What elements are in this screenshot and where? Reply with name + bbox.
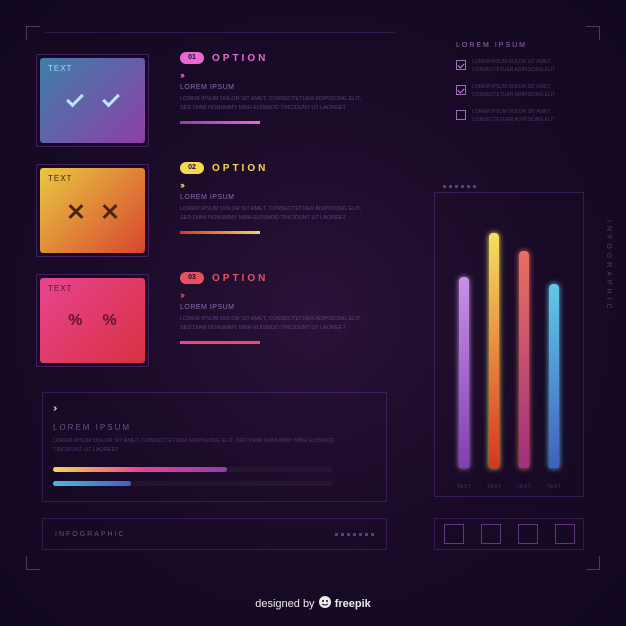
option-1: 01 OPTION ››› LOREM IPSUM LOREM IPSUM DOL… bbox=[180, 52, 390, 147]
option-title: OPTION bbox=[212, 53, 268, 64]
corner-tl bbox=[26, 26, 40, 40]
card-percent: TEXT %% bbox=[40, 278, 145, 363]
vbar-label: TEXT bbox=[517, 484, 532, 490]
hbar-track bbox=[53, 467, 333, 472]
deco-dots bbox=[335, 533, 374, 536]
option-bar bbox=[180, 231, 260, 234]
option-subtitle: LOREM IPSUM bbox=[180, 304, 390, 311]
chevron-right-icon: ››› bbox=[180, 290, 390, 300]
card-check: TEXT bbox=[40, 58, 145, 143]
option-body: LOREM IPSUM DOLOR SIT AMET, CONSECTETUER… bbox=[180, 315, 370, 333]
vbar bbox=[459, 277, 469, 468]
chevron-right-icon: ››› bbox=[180, 180, 390, 190]
checkbox-icon bbox=[456, 110, 466, 120]
option-number: 02 bbox=[180, 162, 204, 174]
vbar-label: TEXT bbox=[547, 484, 562, 490]
option-title: OPTION bbox=[212, 273, 268, 284]
chevron-right-icon: ››› bbox=[180, 70, 390, 80]
corner-tr bbox=[586, 26, 600, 40]
option-bar bbox=[180, 121, 260, 124]
legend-row: LOREM IPSUM DOLOR SIT AMET, CONSECTETUER… bbox=[456, 109, 586, 124]
corner-br bbox=[586, 556, 600, 570]
hpanel-body: LOREM IPSUM DOLOR SIT AMET, CONSECTETUER… bbox=[53, 437, 353, 455]
hbar-track bbox=[53, 481, 333, 486]
freepik-logo-icon bbox=[318, 595, 332, 609]
option-3: 03 OPTION ››› LOREM IPSUM LOREM IPSUM DOL… bbox=[180, 272, 390, 367]
hbar bbox=[53, 467, 227, 472]
legend-title: LOREM IPSUM bbox=[456, 42, 586, 49]
checkbox-icon bbox=[456, 85, 466, 95]
deco-line bbox=[45, 32, 395, 33]
x-icon bbox=[40, 168, 145, 253]
option-2: 02 OPTION ››› LOREM IPSUM LOREM IPSUM DOL… bbox=[180, 162, 390, 257]
percent-icon: %% bbox=[40, 278, 145, 363]
vbar bbox=[549, 284, 559, 468]
option-subtitle: LOREM IPSUM bbox=[180, 194, 390, 201]
card-x: TEXT bbox=[40, 168, 145, 253]
option-title: OPTION bbox=[212, 163, 268, 174]
vbar bbox=[519, 251, 529, 468]
option-number: 01 bbox=[180, 52, 204, 64]
check-icon bbox=[40, 58, 145, 143]
horizontal-panel: ›››› LOREM IPSUM LOREM IPSUM DOLOR SIT A… bbox=[42, 392, 387, 502]
deco-dots bbox=[443, 185, 476, 188]
hbar bbox=[53, 481, 131, 486]
option-number: 03 bbox=[180, 272, 204, 284]
footer-panel: INFOGRAPHIC bbox=[42, 518, 387, 550]
chevron-right-icon: ›››› bbox=[53, 403, 54, 414]
credit-line: designed by freepik bbox=[0, 593, 626, 610]
option-body: LOREM IPSUM DOLOR SIT AMET, CONSECTETUER… bbox=[180, 95, 370, 113]
corner-bl bbox=[26, 556, 40, 570]
vbar-label: TEXT bbox=[457, 484, 472, 490]
deco-square-panel bbox=[434, 518, 584, 550]
legend-row: LOREM IPSUM DOLOR SIT AMET, CONSECTETUER… bbox=[456, 59, 586, 74]
legend-row: LOREM IPSUM DOLOR SIT AMET, CONSECTETUER… bbox=[456, 84, 586, 99]
checkbox-icon bbox=[456, 60, 466, 70]
side-label-right: INFOGRAPHIC bbox=[605, 220, 612, 313]
option-body: LOREM IPSUM DOLOR SIT AMET, CONSECTETUER… bbox=[180, 205, 370, 223]
vbar-label: TEXT bbox=[487, 484, 502, 490]
option-subtitle: LOREM IPSUM bbox=[180, 84, 390, 91]
vbar bbox=[489, 233, 499, 468]
option-bar bbox=[180, 341, 260, 344]
hpanel-title: LOREM IPSUM bbox=[53, 423, 131, 432]
footer-label: INFOGRAPHIC bbox=[55, 531, 126, 538]
vertical-bar-chart: TEXT TEXT TEXT TEXT bbox=[434, 192, 584, 497]
legend-panel: LOREM IPSUM LOREM IPSUM DOLOR SIT AMET, … bbox=[456, 42, 586, 134]
